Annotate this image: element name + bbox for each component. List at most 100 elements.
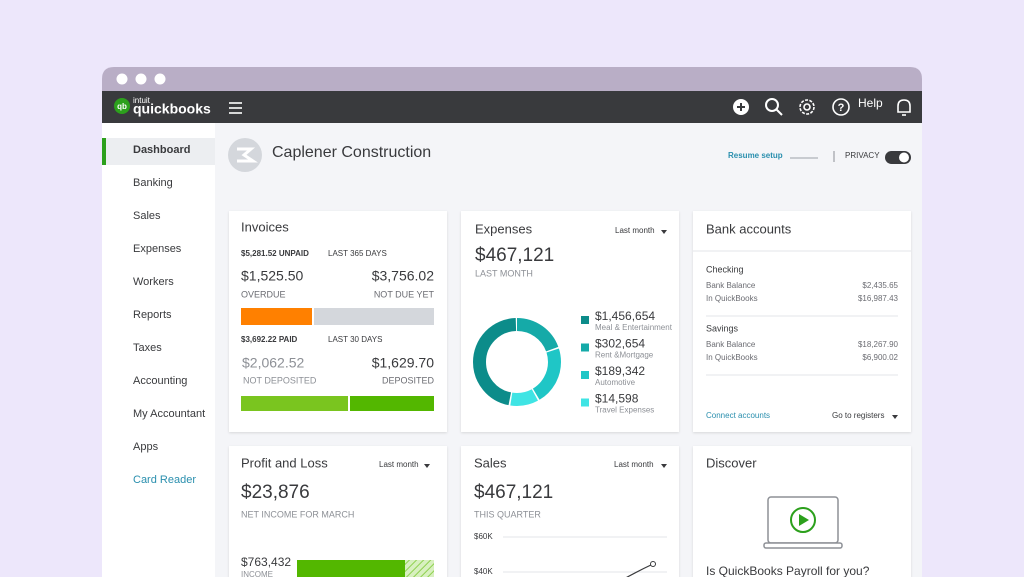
legend-label: Rent &Mortgage <box>595 351 654 360</box>
sidebar-item[interactable]: My Accountant <box>133 408 205 420</box>
card-title: Expenses <box>475 221 533 236</box>
brand-product: quickbooks <box>133 101 211 117</box>
balance-label: Bank Balance <box>706 340 756 349</box>
period-label: LAST 30 DAYS <box>328 335 382 344</box>
account-name: Savings <box>706 323 739 333</box>
sidebar-item[interactable]: Banking <box>133 177 173 189</box>
deposited-amount: $1,629.70 <box>372 355 434 371</box>
period-dropdown[interactable]: Last month <box>615 226 655 235</box>
balance-value: $18,267.90 <box>858 340 899 349</box>
sidebar-active-bar <box>102 138 106 165</box>
sidebar-item[interactable]: Accounting <box>133 375 187 387</box>
total-label: THIS QUARTER <box>474 509 541 519</box>
sidebar-item[interactable]: Dashboard <box>133 144 190 156</box>
legend-label: Automotive <box>595 378 636 387</box>
connect-accounts-link[interactable]: Connect accounts <box>706 411 770 420</box>
logo-glyph: qb <box>117 102 127 111</box>
menu-button[interactable] <box>229 102 242 114</box>
not-due-label: NOT DUE YET <box>374 289 435 299</box>
period-dropdown[interactable]: Last month <box>379 460 419 469</box>
donut-segment <box>473 318 561 406</box>
not-deposited-bar <box>241 396 348 411</box>
account-name: Checking <box>706 264 744 274</box>
svg-text:?: ? <box>838 102 845 114</box>
balance-label: In QuickBooks <box>706 294 758 303</box>
legend-label: Meal & Entertainment <box>595 323 673 332</box>
window-dot <box>135 73 147 85</box>
overdue-bar <box>241 308 312 325</box>
total-label: LAST MONTH <box>475 268 533 278</box>
income-amount: $763,432 <box>241 555 291 569</box>
not-deposited-amount: $2,062.52 <box>242 355 304 371</box>
company-name: Caplener Construction <box>272 144 431 161</box>
balance-value: $2,435.65 <box>862 281 898 290</box>
sales-total: $467,121 <box>474 482 553 503</box>
video-illustration[interactable] <box>763 496 843 549</box>
sidebar-item[interactable]: Apps <box>133 441 159 453</box>
sidebar-item[interactable]: Sales <box>133 210 161 222</box>
sidebar <box>102 123 215 577</box>
dropdown-caret[interactable] <box>661 464 667 468</box>
logo-icon[interactable] <box>114 98 130 114</box>
net-income: $23,876 <box>241 482 310 503</box>
legend-amount: $302,654 <box>595 337 645 351</box>
sales-card <box>461 446 679 577</box>
sidebar-item[interactable]: Taxes <box>133 342 162 354</box>
sidebar-item[interactable]: Card Reader <box>133 474 196 486</box>
unpaid-total: $5,281.52 UNPAID <box>241 249 309 258</box>
legend-label: Travel Expenses <box>595 406 654 415</box>
card-title: Sales <box>474 455 507 470</box>
deposited-bar <box>350 396 434 411</box>
sales-point <box>650 561 656 567</box>
income-bar-open <box>405 560 434 577</box>
resume-setup-link[interactable]: Resume setup <box>728 151 783 160</box>
legend-swatch <box>581 316 589 324</box>
deposited-label: DEPOSITED <box>382 375 435 385</box>
net-income-label: NET INCOME FOR MARCH <box>241 509 354 519</box>
balance-label: Bank Balance <box>706 281 756 290</box>
expenses-donut <box>473 318 561 406</box>
card-title: Discover <box>706 455 757 470</box>
legend-amount: $1,456,654 <box>595 309 655 323</box>
dropdown-caret[interactable] <box>892 415 898 419</box>
add-button[interactable] <box>733 99 749 115</box>
profit-loss-card <box>229 446 447 577</box>
settings-button[interactable] <box>799 99 815 115</box>
sales-line <box>626 563 654 577</box>
legend-amount: $189,342 <box>595 364 645 378</box>
sidebar-item[interactable]: Reports <box>133 309 172 321</box>
not-due-amount: $3,756.02 <box>372 268 434 284</box>
not-due-bar <box>314 308 434 325</box>
sidebar-active <box>102 138 215 165</box>
expenses-total: $467,121 <box>475 245 554 266</box>
discover-headline[interactable]: Is QuickBooks Payroll for you? <box>706 564 870 577</box>
card-title: Bank accounts <box>706 221 792 236</box>
overdue-amount: $1,525.50 <box>241 268 303 284</box>
go-to-registers[interactable]: Go to registers <box>832 411 884 420</box>
legend-swatch <box>581 371 589 379</box>
avatar-glyph <box>237 147 258 163</box>
balance-value: $6,900.02 <box>862 353 898 362</box>
period-dropdown[interactable]: Last month <box>614 460 654 469</box>
balance-label: In QuickBooks <box>706 353 758 362</box>
help-button[interactable]: ? <box>832 98 850 116</box>
bank-accounts-card <box>693 211 911 432</box>
paid-total: $3,692.22 PAID <box>241 335 298 344</box>
balance-value: $16,987.43 <box>858 294 899 303</box>
window-dot <box>154 73 166 85</box>
overdue-label: OVERDUE <box>241 289 286 299</box>
sidebar-item[interactable]: Workers <box>133 276 174 288</box>
donut-segment <box>473 318 561 406</box>
period-label: LAST 365 DAYS <box>328 249 387 258</box>
help-label[interactable]: Help <box>858 96 883 110</box>
search-button[interactable] <box>765 98 783 116</box>
dropdown-caret[interactable] <box>424 464 430 468</box>
dropdown-caret[interactable] <box>661 230 667 234</box>
notifications-button[interactable] <box>897 99 911 116</box>
top-navbar <box>102 91 922 123</box>
privacy-label: PRIVACY <box>845 151 880 160</box>
sidebar-item[interactable]: Expenses <box>133 243 182 255</box>
legend-swatch <box>581 343 589 352</box>
donut-segment <box>473 318 561 406</box>
card-title: Profit and Loss <box>241 455 328 470</box>
